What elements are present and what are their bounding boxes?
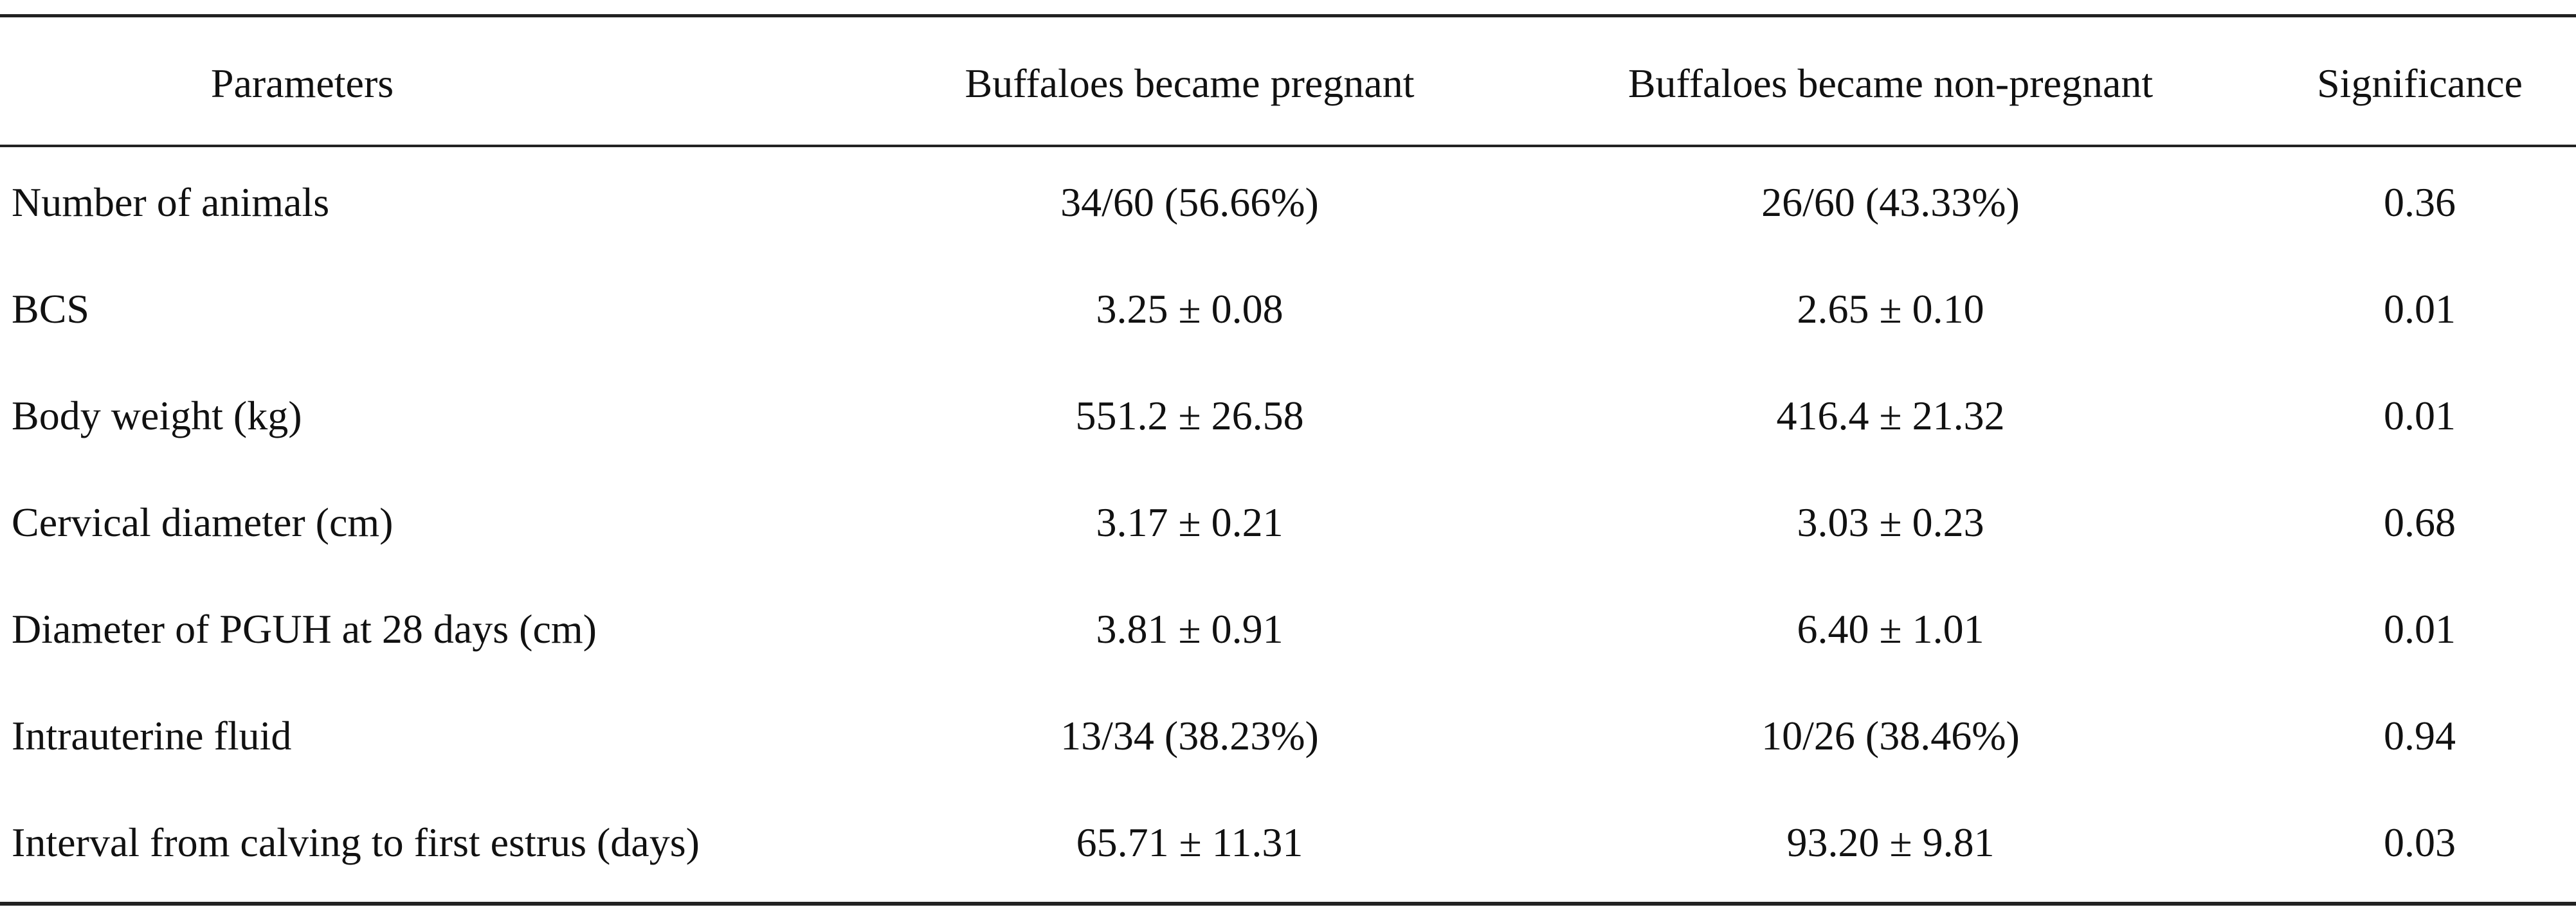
row-non-pregnant-value: 93.20 ± 9.81	[1786, 820, 1995, 865]
table-row: Cervical diameter (cm) 3.17 ± 0.21 3.03 …	[0, 469, 2576, 576]
row-non-pregnant-value: 3.03 ± 0.23	[1797, 499, 1984, 545]
table-header-rule	[0, 145, 2576, 147]
row-significance: 0.01	[2384, 286, 2456, 332]
row-non-pregnant-value: 6.40 ± 1.01	[1797, 606, 1984, 652]
header-non-pregnant: Buffaloes became non-pregnant	[1628, 60, 2154, 106]
row-significance: 0.36	[2384, 179, 2456, 225]
row-pregnant-value: 65.71 ± 11.31	[1076, 820, 1303, 865]
row-pregnant-value: 3.17 ± 0.21	[1096, 499, 1283, 545]
row-significance: 0.01	[2384, 393, 2456, 438]
table-row: Body weight (kg) 551.2 ± 26.58 416.4 ± 2…	[0, 363, 2576, 469]
row-pregnant-value: 551.2 ± 26.58	[1075, 393, 1304, 438]
row-parameter: Interval from calving to first estrus (d…	[12, 820, 700, 865]
header-pregnant: Buffaloes became pregnant	[965, 60, 1415, 106]
table-row: Diameter of PGUH at 28 days (cm) 3.81 ± …	[0, 576, 2576, 683]
row-pregnant-value: 3.25 ± 0.08	[1096, 286, 1283, 332]
row-significance: 0.01	[2384, 606, 2456, 652]
row-non-pregnant-value: 416.4 ± 21.32	[1776, 393, 2005, 438]
row-non-pregnant-value: 26/60 (43.33%)	[1761, 179, 2020, 225]
row-parameter: Cervical diameter (cm)	[12, 499, 394, 545]
row-significance: 0.68	[2384, 499, 2456, 545]
table-row: Number of animals 34/60 (56.66%) 26/60 (…	[0, 149, 2576, 256]
row-parameter: Intrauterine fluid	[12, 713, 292, 758]
row-parameter: Body weight (kg)	[12, 393, 302, 438]
table-top-rule	[0, 14, 2576, 17]
row-significance: 0.94	[2384, 713, 2456, 758]
row-significance: 0.03	[2384, 820, 2456, 865]
header-parameters: Parameters	[210, 60, 394, 106]
table-row: Intrauterine fluid 13/34 (38.23%) 10/26 …	[0, 683, 2576, 789]
row-pregnant-value: 3.81 ± 0.91	[1096, 606, 1283, 652]
table-header-row: Parameters Buffaloes became pregnant Buf…	[0, 32, 2576, 135]
table-row: BCS 3.25 ± 0.08 2.65 ± 0.10 0.01	[0, 256, 2576, 363]
row-parameter: BCS	[12, 286, 89, 332]
header-significance: Significance	[2317, 60, 2523, 106]
row-non-pregnant-value: 10/26 (38.46%)	[1761, 713, 2020, 758]
table-bottom-rule	[0, 902, 2576, 906]
row-parameter: Number of animals	[12, 179, 330, 225]
row-parameter: Diameter of PGUH at 28 days (cm)	[12, 606, 597, 652]
row-pregnant-value: 34/60 (56.66%)	[1060, 179, 1319, 225]
row-pregnant-value: 13/34 (38.23%)	[1060, 713, 1319, 758]
table-row: Interval from calving to first estrus (d…	[0, 789, 2576, 896]
row-non-pregnant-value: 2.65 ± 0.10	[1797, 286, 1984, 332]
